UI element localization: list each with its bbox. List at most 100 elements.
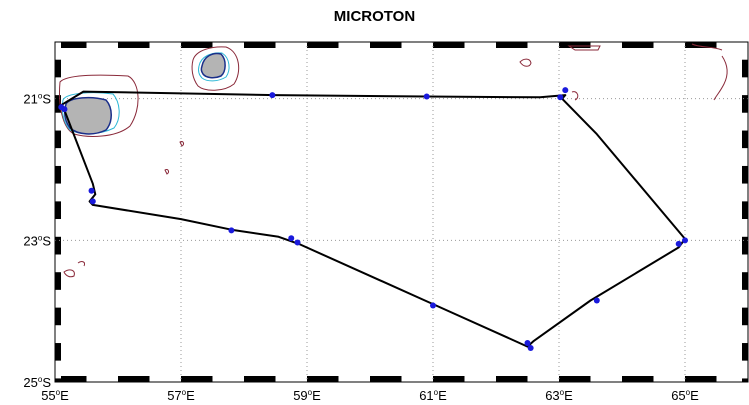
frame-tick-bottom — [118, 376, 150, 382]
frame-tick-bottom — [401, 376, 433, 382]
lon-tick-label: 55oE — [41, 388, 69, 403]
frame-tick-left — [55, 289, 61, 308]
frame-tick-top — [55, 42, 87, 48]
frame-tick-left — [55, 201, 61, 220]
contour-small-7 — [179, 141, 184, 147]
frame-tick-top — [212, 42, 244, 48]
frame-tick-right — [742, 42, 748, 60]
frame-tick-bottom — [433, 376, 465, 382]
frame-tick-bottom — [86, 376, 118, 382]
contour-outer-reunion — [59, 74, 139, 137]
cruise-track-line — [59, 90, 686, 348]
frame-tick-top — [181, 42, 213, 48]
frame-tick-bottom — [181, 376, 213, 382]
frame-tick-right — [742, 77, 748, 96]
frame-tick-right — [742, 378, 748, 382]
frame-tick-bottom — [244, 376, 276, 382]
frame-tick-top — [275, 42, 307, 48]
frame-tick-top — [338, 42, 370, 48]
frame-tick-bottom — [685, 376, 717, 382]
frame-tick-bottom — [212, 376, 244, 382]
frame-tick-left — [55, 130, 61, 149]
frame-tick-right — [742, 343, 748, 361]
frame-tick-right — [742, 289, 748, 308]
frame-tick-left — [55, 219, 61, 237]
frame-tick-right — [742, 254, 748, 273]
frame-tick-top — [527, 42, 559, 48]
contour-small-3 — [691, 43, 723, 51]
frame-tick-top — [685, 42, 717, 48]
frame-tick-right — [742, 59, 748, 78]
station-marker — [61, 106, 68, 113]
frame-tick-left — [55, 59, 61, 78]
stations — [58, 87, 688, 351]
station-marker — [527, 345, 534, 351]
contour-small-5 — [63, 269, 75, 278]
frame-tick-top — [86, 42, 118, 48]
frame-tick-bottom — [653, 376, 685, 382]
cruise-track — [59, 90, 686, 348]
station-marker — [562, 87, 569, 94]
frame-tick-right — [742, 307, 748, 326]
station-marker — [682, 237, 688, 244]
frame-tick-top — [433, 42, 465, 48]
station-marker — [430, 302, 436, 309]
frame-ticks — [55, 42, 748, 382]
lat-tick-label: 21oS — [23, 92, 51, 107]
frame-tick-bottom — [496, 376, 528, 382]
frame-tick-left — [55, 254, 61, 273]
frame-tick-top — [559, 42, 591, 48]
lon-tick-label: 61oE — [419, 388, 447, 403]
bathymetry-contours — [59, 43, 728, 278]
frame-tick-bottom — [307, 376, 339, 382]
map-title: MICROTON — [333, 8, 416, 25]
tick-labels: 55oE 57oE 59oE 61oE 63oE 65oE 21oS 23oS 25oS — [23, 92, 699, 403]
station-marker — [294, 239, 301, 246]
station-marker — [423, 93, 430, 100]
frame-tick-top — [496, 42, 528, 48]
frame-tick-bottom — [370, 376, 402, 382]
frame-tick-top — [118, 42, 150, 48]
frame-tick-bottom — [55, 376, 87, 382]
frame-tick-left — [55, 343, 61, 361]
frame-tick-left — [55, 112, 61, 131]
frame-tick-bottom — [716, 376, 748, 382]
frame-tick-right — [742, 201, 748, 220]
frame-tick-top — [149, 42, 181, 48]
frame-tick-top — [401, 42, 433, 48]
frame-tick-bottom — [464, 376, 496, 382]
frame-tick-right — [742, 183, 748, 202]
frame-tick-top — [653, 42, 685, 48]
frame-tick-right — [742, 148, 748, 166]
lon-tick-label: 65oE — [671, 388, 699, 403]
frame-tick-top — [370, 42, 402, 48]
station-marker — [675, 240, 682, 247]
islands — [64, 52, 226, 135]
frame-tick-left — [55, 236, 61, 255]
contour-small-1 — [519, 58, 532, 67]
contour-small-9 — [571, 91, 579, 101]
station-marker — [288, 235, 295, 242]
frame-tick-right — [742, 272, 748, 290]
frame-tick-right — [742, 130, 748, 149]
frame-tick-bottom — [559, 376, 591, 382]
contour-outer-mauritius — [191, 46, 240, 91]
station-marker — [557, 94, 564, 101]
contour-small-6 — [77, 261, 85, 267]
frame-tick-top — [622, 42, 654, 48]
frame-tick-top — [716, 42, 748, 48]
frame-tick-left — [55, 42, 61, 60]
frame-tick-top — [244, 42, 276, 48]
frame-tick-top — [590, 42, 622, 48]
lat-tick-label: 23oS — [23, 233, 51, 248]
station-marker — [524, 340, 531, 347]
frame-tick-bottom — [590, 376, 622, 382]
frame-tick-bottom — [527, 376, 559, 382]
contour-small-8 — [164, 169, 169, 175]
frame-tick-right — [742, 236, 748, 255]
frame-tick-top — [464, 42, 496, 48]
lon-tick-label: 59oE — [293, 388, 321, 403]
station-marker — [593, 297, 600, 304]
contour-small-2 — [567, 45, 601, 51]
frame-tick-left — [55, 325, 61, 344]
